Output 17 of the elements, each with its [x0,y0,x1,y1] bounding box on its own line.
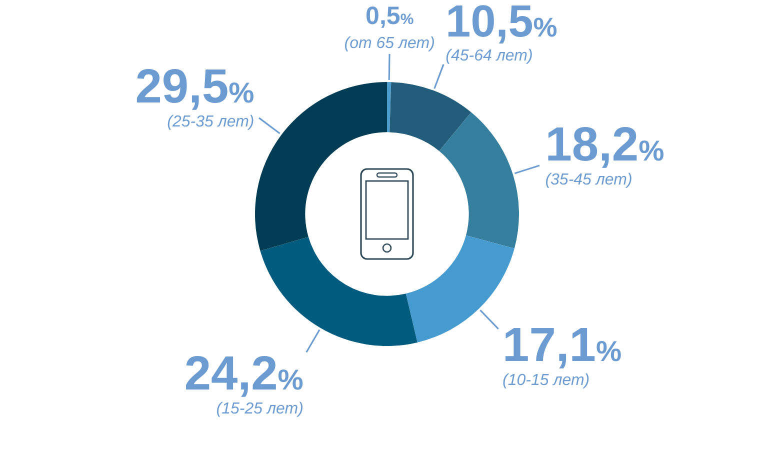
slice-label: (45-64 лет) [446,48,533,65]
data-label: 29,5% [135,60,254,114]
donut-slice [439,112,519,248]
donut-slice [260,236,418,346]
data-label: 24,2% [184,347,304,400]
donut-slice [390,82,472,151]
slice-label: (15-25 лет) [216,400,304,418]
data-label: 0,5% [366,2,414,30]
data-label: 10,5% [446,0,558,47]
slice-label: (25-35 лет) [167,113,254,130]
donut-slice [387,82,392,132]
slice-label: (от 65 лет) [344,35,435,52]
data-label: 17,1% [502,318,622,372]
donut-slice [255,82,387,251]
data-label: 18,2% [545,118,664,172]
slice-label: (10-15 лет) [502,372,590,389]
slice-label: (35-45 лет) [545,172,632,189]
